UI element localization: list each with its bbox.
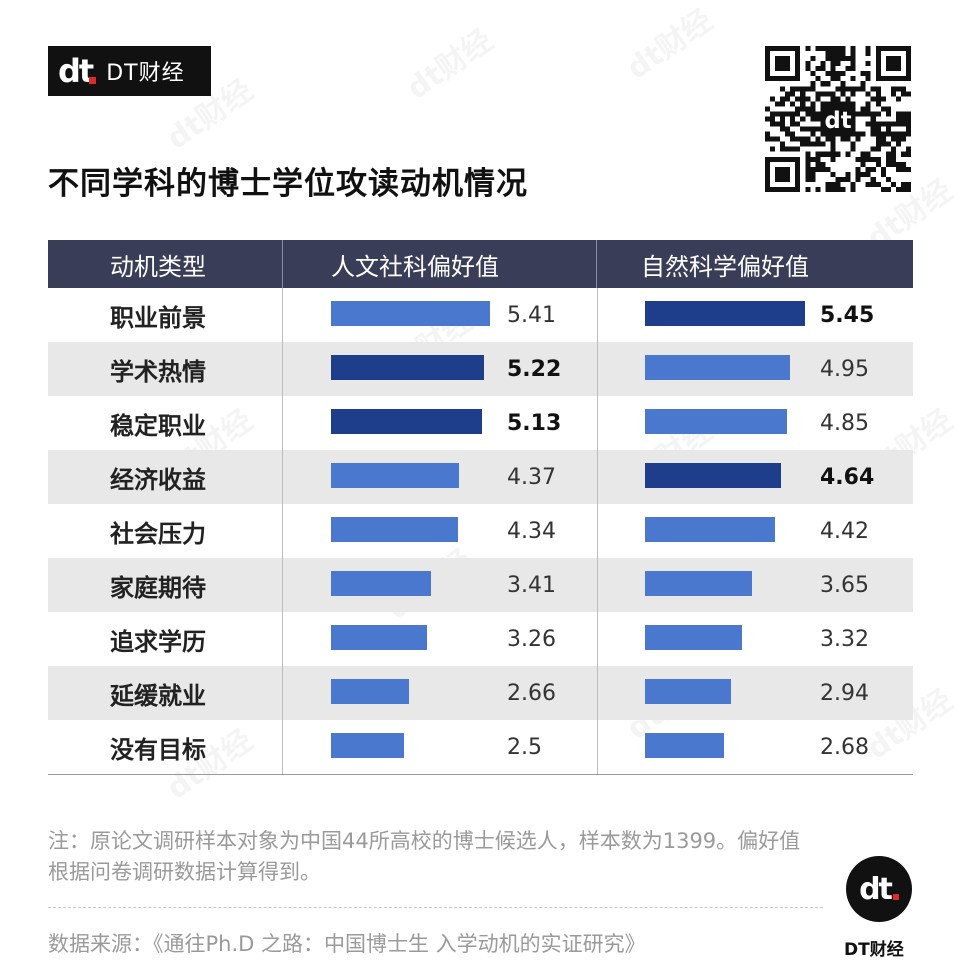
value-label: 3.32	[820, 626, 869, 652]
category-label: 延缓就业	[110, 681, 206, 710]
humanities-cell: 5.22	[283, 342, 597, 396]
logo-mark: dt	[58, 52, 97, 90]
humanities-cell: 2.5	[283, 720, 597, 774]
value-label: 4.95	[820, 356, 869, 382]
category-label: 追求学历	[110, 627, 206, 656]
bar	[331, 301, 490, 326]
data-source: 数据来源：《通往Ph.D 之路：中国博士生 入学动机的实证研究》	[48, 932, 646, 956]
category-label: 经济收益	[110, 465, 206, 494]
value-label: 2.5	[507, 734, 542, 760]
bar	[645, 679, 732, 704]
bar	[331, 517, 459, 542]
humanities-cell: 3.26	[283, 612, 597, 666]
table-row: 社会压力 4.34 4.42	[48, 504, 913, 558]
category-label: 稳定职业	[110, 411, 206, 440]
qr-code: dt	[765, 46, 911, 192]
value-label: 4.42	[820, 518, 869, 544]
sciences-cell: 4.42	[597, 504, 913, 558]
value-label: 5.41	[507, 302, 556, 328]
category-label: 没有目标	[110, 735, 206, 764]
brand-logo: dt DT财经	[48, 46, 211, 96]
sciences-cell: 3.65	[597, 558, 913, 612]
category-label: 社会压力	[110, 519, 206, 548]
watermark: dt财经	[396, 16, 500, 107]
sciences-cell: 4.95	[597, 342, 913, 396]
value-label: 3.41	[507, 572, 556, 598]
bar	[645, 301, 805, 326]
value-label: 2.68	[820, 734, 869, 760]
value-label: 2.66	[507, 680, 556, 706]
table-row: 学术热情 5.22 4.95	[48, 342, 913, 396]
watermark: dt财经	[616, 0, 720, 88]
humanities-cell: 4.37	[283, 450, 597, 504]
category-label: 职业前景	[110, 303, 206, 332]
bar	[645, 571, 753, 596]
bar	[331, 409, 482, 434]
bar	[331, 625, 427, 650]
humanities-cell: 5.41	[283, 288, 597, 342]
bar	[645, 733, 724, 758]
bar	[645, 409, 788, 434]
humanities-cell: 2.66	[283, 666, 597, 720]
column-divider	[282, 288, 283, 774]
bar	[645, 463, 782, 488]
table-body: 职业前景 5.41 5.45 学术热情 5.22 4.95 稳定职业 5.13 4.85 经济收益…	[48, 288, 913, 775]
sciences-cell: 3.32	[597, 612, 913, 666]
bar	[645, 625, 743, 650]
value-label: 4.37	[507, 464, 556, 490]
table-row: 稳定职业 5.13 4.85	[48, 396, 913, 450]
humanities-cell: 5.13	[283, 396, 597, 450]
humanities-cell: 3.41	[283, 558, 597, 612]
table-row: 职业前景 5.41 5.45	[48, 288, 913, 342]
chart-title: 不同学科的博士学位攻读动机情况	[48, 166, 528, 202]
value-label: 3.65	[820, 572, 869, 598]
value-label: 5.45	[820, 302, 875, 328]
value-label: 3.26	[507, 626, 556, 652]
table-row: 追求学历 3.26 3.32	[48, 612, 913, 666]
sciences-cell: 4.85	[597, 396, 913, 450]
sciences-cell: 4.64	[597, 450, 913, 504]
table-row: 延缓就业 2.66 2.94	[48, 666, 913, 720]
table-bottom-border	[48, 774, 913, 775]
header-category: 动机类型	[48, 240, 283, 288]
category-label: 学术热情	[110, 357, 206, 386]
bar	[645, 355, 791, 380]
bar	[645, 517, 775, 542]
divider	[48, 907, 823, 908]
bar	[331, 679, 410, 704]
table-row: 没有目标 2.5 2.68	[48, 720, 913, 774]
humanities-cell: 4.34	[283, 504, 597, 558]
bar	[331, 733, 405, 758]
header-humanities: 人文社科偏好值	[283, 240, 597, 288]
svg-text:dt: dt	[824, 108, 851, 134]
sciences-cell: 2.94	[597, 666, 913, 720]
sciences-cell: 2.68	[597, 720, 913, 774]
bar	[331, 463, 460, 488]
footer-brand: DT财经	[844, 940, 904, 960]
header-sciences: 自然科学偏好值	[641, 252, 809, 281]
value-label: 2.94	[820, 680, 869, 706]
value-label: 5.22	[507, 356, 562, 382]
footer-logo: dt	[846, 856, 912, 922]
chart-table: 动机类型 人文社科偏好值 自然科学偏好值 职业前景 5.41 5.45 学术热情 5.2…	[48, 240, 913, 775]
value-label: 4.64	[820, 464, 875, 490]
footnote: 注：原论文调研样本对象为中国44所高校的博士候选人，样本数为1399。偏好值根据…	[48, 829, 801, 884]
bar	[331, 355, 485, 380]
table-header: 动机类型 人文社科偏好值 自然科学偏好值	[48, 240, 913, 288]
logo-text: DT财经	[106, 61, 185, 86]
table-row: 家庭期待 3.41 3.65	[48, 558, 913, 612]
value-label: 4.85	[820, 410, 869, 436]
bar	[331, 571, 432, 596]
value-label: 4.34	[507, 518, 556, 544]
category-label: 家庭期待	[110, 573, 206, 602]
column-divider	[597, 288, 598, 774]
sciences-cell: 5.45	[597, 288, 913, 342]
value-label: 5.13	[507, 410, 562, 436]
table-row: 经济收益 4.37 4.64	[48, 450, 913, 504]
